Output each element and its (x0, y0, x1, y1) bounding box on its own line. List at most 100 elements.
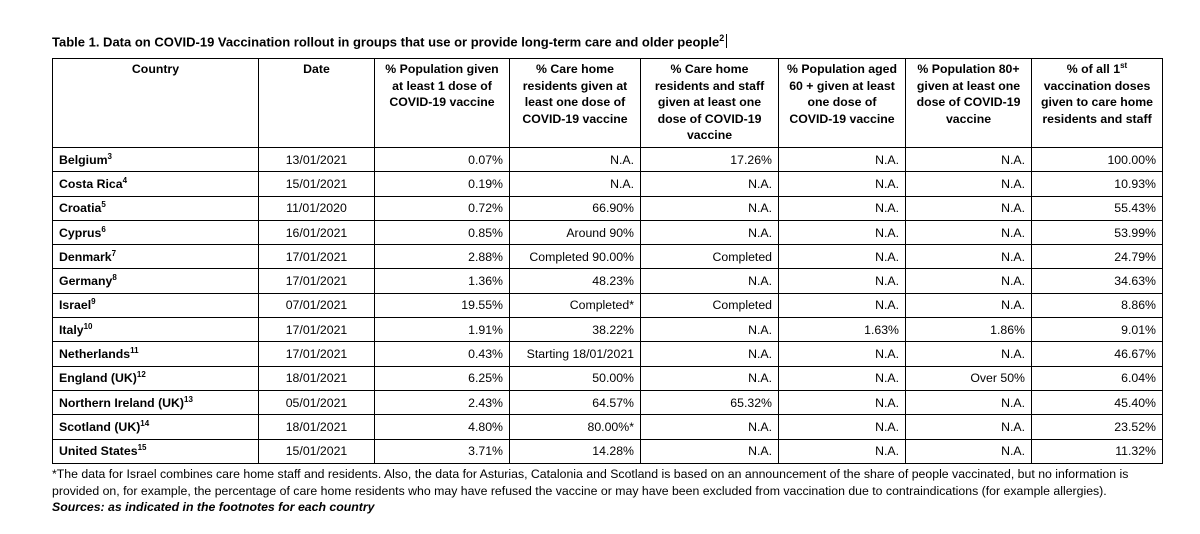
header-care-residents: % Care home residents given at least one… (509, 58, 641, 148)
country-cell: Netherlands11 (52, 341, 259, 367)
footnote-ref: 15 (137, 443, 147, 453)
table-row: United States15 15/01/2021 3.71% 14.28% N.A.… (52, 438, 1163, 464)
footnote-ref: 14 (140, 418, 150, 428)
header-row: Country Date % Population given at least… (52, 58, 1163, 148)
value-cell: 19.55% (374, 292, 510, 319)
footnote-ref: 5 (101, 200, 106, 210)
value-cell: 17.26% (640, 146, 779, 173)
value-cell: 46.67% (1031, 341, 1163, 367)
vaccination-table: Country Date % Population given at least… (52, 58, 1163, 464)
header-pop-80: % Population 80+ given at least one dose… (905, 58, 1032, 148)
value-cell: 0.85% (374, 219, 510, 246)
table-row: England (UK)12 18/01/2021 6.25% 50.00% N.A. N… (52, 365, 1163, 391)
text-cursor (726, 34, 728, 49)
value-cell: 0.72% (374, 195, 510, 221)
value-cell: Starting 18/01/2021 (509, 341, 641, 367)
footnote-ref: 6 (101, 224, 106, 234)
value-cell: N.A. (905, 268, 1032, 294)
value-cell: N.A. (905, 341, 1032, 367)
value-cell: 34.63% (1031, 268, 1163, 294)
value-cell: 1.63% (778, 317, 906, 343)
table-row: Costa Rica4 15/01/2021 0.19% N.A. N.A. N.A. N.… (52, 171, 1163, 197)
footnote-ref: 8 (112, 273, 117, 283)
table-title-text: Table 1. Data on COVID-19 Vaccination ro… (52, 34, 720, 50)
date-cell: 17/01/2021 (258, 341, 375, 367)
date-cell: 16/01/2021 (258, 219, 375, 246)
value-cell: 14.28% (509, 438, 641, 464)
value-cell: N.A. (778, 146, 906, 173)
value-cell: N.A. (905, 195, 1032, 221)
date-cell: 11/01/2020 (258, 195, 375, 221)
footnote-ref: 9 (91, 297, 96, 307)
footnote-ref: 4 (122, 175, 128, 185)
sources-text: Sources: as indicated in the footnotes f… (52, 500, 375, 514)
value-cell: 3.71% (374, 438, 510, 464)
footnote-ref: 13 (184, 394, 193, 404)
value-cell: N.A. (640, 317, 779, 343)
value-cell: 38.22% (509, 317, 641, 343)
table-row: Belgium3 13/01/2021 0.07% N.A. 17.26% N.A. N.A… (52, 146, 1163, 173)
value-cell: 1.36% (374, 268, 510, 294)
value-cell: 24.79% (1031, 244, 1163, 270)
date-cell: 07/01/2021 (258, 292, 375, 319)
table-row: Denmark7 17/01/2021 2.88% Completed 90.00% C… (52, 244, 1163, 270)
country-cell: Costa Rica4 (52, 171, 259, 197)
value-cell: N.A. (905, 389, 1032, 416)
value-cell: N.A. (778, 292, 906, 319)
country-cell: Belgium3 (52, 146, 259, 173)
value-cell: 80.00%* (509, 414, 641, 440)
value-cell: 2.88% (374, 244, 510, 270)
value-cell: Completed (640, 292, 779, 319)
header-country: Country (52, 58, 259, 148)
value-cell: N.A. (778, 268, 906, 294)
date-cell: 17/01/2021 (258, 244, 375, 270)
country-cell: United States15 (52, 438, 259, 464)
value-cell: N.A. (905, 171, 1032, 197)
value-cell: N.A. (640, 268, 779, 294)
country-cell: Scotland (UK)14 (52, 414, 259, 440)
country-cell: Israel9 (52, 292, 259, 319)
country-cell: Italy10 (52, 317, 259, 343)
value-cell: 2.43% (374, 389, 510, 416)
value-cell: 0.19% (374, 171, 510, 197)
value-cell: 1.91% (374, 317, 510, 343)
footnote-ref: 3 (107, 151, 112, 161)
value-cell: N.A. (640, 438, 779, 464)
value-cell: 0.43% (374, 341, 510, 367)
value-cell: N.A. (640, 171, 779, 197)
value-cell: N.A. (905, 438, 1032, 464)
value-cell: 23.52% (1031, 414, 1163, 440)
value-cell: N.A. (778, 365, 906, 391)
value-cell: Around 90% (509, 219, 641, 246)
value-cell: N.A. (640, 414, 779, 440)
table-row: Croatia5 11/01/2020 0.72% 66.90% N.A. N.A. N.A… (52, 195, 1163, 221)
value-cell: N.A. (640, 365, 779, 391)
table-row: Israel9 07/01/2021 19.55% Completed* Complet… (52, 292, 1163, 319)
value-cell: 66.90% (509, 195, 641, 221)
value-cell: 48.23% (509, 268, 641, 294)
country-cell: Denmark7 (52, 244, 259, 270)
value-cell: Completed 90.00% (509, 244, 641, 270)
date-cell: 18/01/2021 (258, 365, 375, 391)
date-cell: 15/01/2021 (258, 438, 375, 464)
table-row: Scotland (UK)14 18/01/2021 4.80% 80.00%* N.A… (52, 414, 1163, 440)
value-cell: N.A. (509, 146, 641, 173)
value-cell: 64.57% (509, 389, 641, 416)
value-cell: 100.00% (1031, 146, 1163, 173)
value-cell: N.A. (905, 244, 1032, 270)
value-cell: N.A. (509, 171, 641, 197)
country-cell: Croatia5 (52, 195, 259, 221)
value-cell: 53.99% (1031, 219, 1163, 246)
value-cell: Completed* (509, 292, 641, 319)
value-cell: 6.04% (1031, 365, 1163, 391)
value-cell: 9.01% (1031, 317, 1163, 343)
table-row: Cyprus6 16/01/2021 0.85% Around 90% N.A. N.A.… (52, 219, 1163, 246)
value-cell: Over 50% (905, 365, 1032, 391)
value-cell: 1.86% (905, 317, 1032, 343)
date-cell: 18/01/2021 (258, 414, 375, 440)
date-cell: 15/01/2021 (258, 171, 375, 197)
footnote-ref: 10 (83, 321, 93, 331)
value-cell: N.A. (778, 414, 906, 440)
header-care-residents-staff: % Care home residents and staff given at… (640, 58, 779, 148)
date-cell: 05/01/2021 (258, 389, 375, 416)
